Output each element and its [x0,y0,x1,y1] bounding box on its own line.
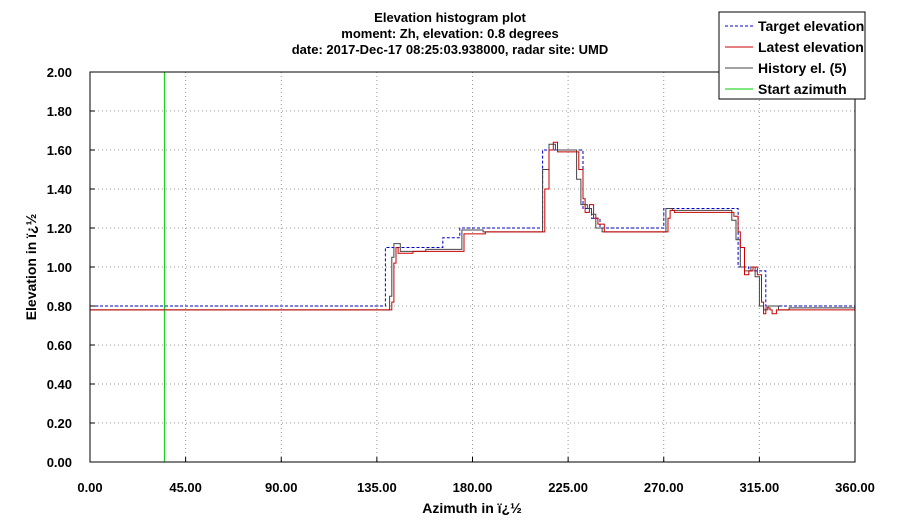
y-tick-label: 1.20 [47,221,72,236]
y-tick-label: 1.80 [47,104,72,119]
legend: Target elevation Latest elevation History … [718,11,866,100]
series-line-latest-elevation [90,141,855,315]
plot-series [90,72,855,462]
legend-label-history-el-5: History el. (5) [758,60,847,76]
x-tick-label: 315.00 [739,480,779,495]
chart-title: Elevation histogram plot moment: Zh, ele… [292,10,609,57]
y-tick-label: 0.00 [47,455,72,470]
series-line-target-elevation [90,149,855,307]
x-tick-label: 270.00 [644,480,684,495]
y-tick-label: 1.40 [47,182,72,197]
x-axis-label: Azimuth in ï¿½ [422,500,522,516]
y-axis-label: Elevation in ï¿½ [23,213,39,320]
x-tick-label: 45.00 [169,480,202,495]
y-tick-label: 1.00 [47,260,72,275]
y-tick-label: 0.40 [47,377,72,392]
legend-label-latest-elevation: Latest elevation [758,39,864,55]
y-tick-label: 0.80 [47,299,72,314]
legend-label-start-azimuth: Start azimuth [758,81,847,97]
legend-label-target-elevation: Target elevation [758,18,864,34]
chart-title-line-3: date: 2017-Dec-17 08:25:03.938000, radar… [292,42,609,57]
y-tick-label: 1.60 [47,143,72,158]
x-tick-label: 90.00 [265,480,298,495]
y-axis-ticks: 0.00 0.20 0.40 0.60 0.80 1.00 1.20 1.40 1.60 1.80… [47,65,95,470]
y-tick-label: 2.00 [47,65,72,80]
x-tick-label: 135.00 [357,480,397,495]
x-tick-label: 360.00 [835,480,875,495]
y-tick-label: 0.20 [47,416,72,431]
x-tick-label: 0.00 [77,480,102,495]
y-tick-label: 0.60 [47,338,72,353]
chart-title-line-1: Elevation histogram plot [374,10,526,25]
chart-title-line-2: moment: Zh, elevation: 0.8 degrees [341,26,558,41]
series-line-history-el-5 [90,143,855,311]
legend-box [718,11,866,100]
x-tick-label: 225.00 [548,480,588,495]
x-axis-ticks: 0.00 45.00 90.00 135.00 180.00 225.00 270.00 31… [77,457,875,495]
x-tick-label: 180.00 [453,480,493,495]
